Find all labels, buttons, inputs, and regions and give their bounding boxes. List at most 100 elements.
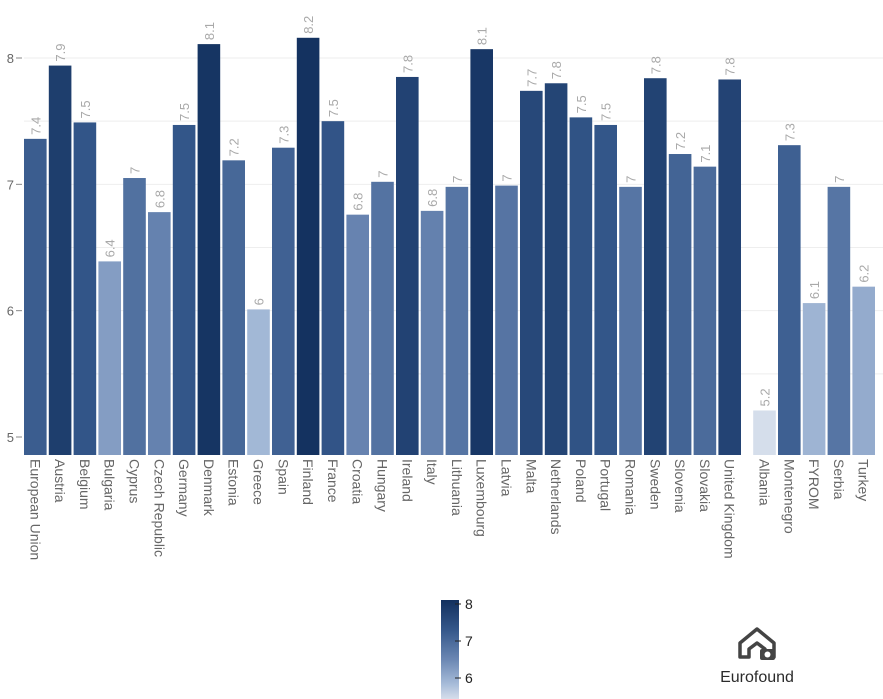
bar-lithuania[interactable] xyxy=(445,186,469,456)
bar-croatia[interactable] xyxy=(346,214,369,455)
value-label: 7.5 xyxy=(574,95,589,113)
bar-cyprus[interactable] xyxy=(123,178,146,455)
bar-romania[interactable] xyxy=(619,186,642,456)
x-tick-label: Bulgaria xyxy=(102,459,118,511)
x-tick-label: Netherlands xyxy=(548,459,564,535)
bar-latvia[interactable] xyxy=(495,185,518,455)
bar-sweden[interactable] xyxy=(644,78,667,456)
x-tick-label: Ireland xyxy=(399,459,415,502)
bar-denmark[interactable] xyxy=(197,44,221,455)
bar-luxembourg[interactable] xyxy=(470,49,493,455)
x-tick-label: Greece xyxy=(251,459,267,505)
colorbar xyxy=(441,600,459,699)
legend-tick-label: 7 xyxy=(465,633,473,649)
y-tick-label: 5 xyxy=(7,430,14,445)
x-tick-label: Hungary xyxy=(375,459,391,512)
bar-hungary[interactable] xyxy=(371,181,394,455)
x-tick-label: Slovakia xyxy=(697,459,713,512)
bar-finland[interactable] xyxy=(296,37,320,455)
bar-netherlands[interactable] xyxy=(544,83,568,456)
bar-united-kingdom[interactable] xyxy=(718,79,741,455)
x-tick-label: Belgium xyxy=(77,459,93,510)
bar-poland[interactable] xyxy=(569,117,593,456)
value-label: 7 xyxy=(500,174,515,181)
bar-czech-republic[interactable] xyxy=(148,212,171,455)
value-label: 7.1 xyxy=(698,145,713,163)
bar-slovakia[interactable] xyxy=(693,166,717,455)
value-label: 7.5 xyxy=(599,103,614,121)
x-tick-label: Croatia xyxy=(350,459,366,504)
value-label: 7 xyxy=(832,176,847,183)
x-tick-label: Estonia xyxy=(226,459,242,506)
bar-montenegro[interactable] xyxy=(778,145,801,456)
x-tick-label: Albania xyxy=(757,459,773,506)
legend-tick-label: 6 xyxy=(465,670,473,686)
bar-malta[interactable] xyxy=(520,90,543,455)
x-tick-label: Poland xyxy=(573,459,589,503)
value-label: 6.8 xyxy=(425,189,440,207)
value-label: 8.2 xyxy=(301,16,316,34)
legend-tick-label: 8 xyxy=(465,596,473,612)
bar-slovenia[interactable] xyxy=(668,154,692,455)
value-label: 7.8 xyxy=(648,56,663,74)
value-label: 7.5 xyxy=(78,100,93,118)
value-label: 7 xyxy=(624,176,639,183)
bar-albania[interactable] xyxy=(753,410,776,455)
x-tick-label: Czech Republic xyxy=(151,459,167,557)
value-label: 7.5 xyxy=(326,99,341,117)
bar-france[interactable] xyxy=(321,121,345,456)
bar-austria[interactable] xyxy=(48,65,72,455)
value-label: 7.2 xyxy=(673,132,688,150)
x-tick-label: Italy xyxy=(424,459,440,485)
x-tick-label: FYROM xyxy=(806,459,822,510)
value-label: 7.2 xyxy=(227,138,242,156)
bar-serbia[interactable] xyxy=(827,186,851,456)
x-tick-label: Spain xyxy=(275,459,291,495)
bar-ireland[interactable] xyxy=(396,76,419,455)
x-tick-label: Lithuania xyxy=(449,459,465,516)
bar-spain[interactable] xyxy=(272,147,295,456)
y-tick-label: 6 xyxy=(7,304,14,319)
value-label: 7.4 xyxy=(28,117,43,135)
color-legend: 8 7 6 xyxy=(441,596,473,699)
x-tick-label: Slovenia xyxy=(672,459,688,513)
value-label: 7 xyxy=(128,167,143,174)
value-label: 8.1 xyxy=(202,22,217,40)
value-label: 6.1 xyxy=(807,281,822,299)
bar-greece[interactable] xyxy=(247,309,270,455)
value-label: 8.1 xyxy=(475,27,490,45)
bar-fyrom[interactable] xyxy=(802,303,826,455)
y-tick-label: 8 xyxy=(7,51,14,66)
value-label: 7.3 xyxy=(782,123,797,141)
x-tick-label: Denmark xyxy=(201,459,217,517)
bar-european-union[interactable] xyxy=(24,138,47,455)
y-axis: 5 6 7 8 xyxy=(7,51,22,445)
x-tick-label: Luxembourg xyxy=(474,459,490,537)
bar-estonia[interactable] xyxy=(222,160,245,455)
value-label: 5.2 xyxy=(758,388,773,406)
x-tick-label: Romania xyxy=(623,459,639,515)
value-label: 7.7 xyxy=(524,69,539,87)
bar-belgium[interactable] xyxy=(73,122,97,456)
bars xyxy=(24,37,875,456)
value-label: 7.5 xyxy=(177,103,192,121)
x-tick-label: Malta xyxy=(523,459,539,493)
x-tick-label: France xyxy=(325,459,341,503)
x-axis-labels: European Union Austria Belgium Bulgaria Cypr… xyxy=(27,459,871,560)
bar-germany[interactable] xyxy=(172,124,196,455)
value-label: 7.8 xyxy=(723,57,738,75)
bar-bulgaria[interactable] xyxy=(98,261,121,455)
bar-portugal[interactable] xyxy=(594,124,617,455)
bar-turkey[interactable] xyxy=(852,286,875,455)
x-tick-label: Cyprus xyxy=(127,459,143,503)
bar-italy[interactable] xyxy=(420,210,444,455)
x-tick-label: Austria xyxy=(52,459,68,503)
value-label: 7.9 xyxy=(53,44,68,62)
logo-text: Eurofound xyxy=(720,669,794,686)
x-tick-label: Sweden xyxy=(647,459,663,510)
value-label: 6.2 xyxy=(857,265,872,283)
eurofound-logo: Eurofound xyxy=(712,626,802,688)
x-tick-label: United Kingdom xyxy=(722,459,738,559)
value-label: 6 xyxy=(252,298,267,305)
